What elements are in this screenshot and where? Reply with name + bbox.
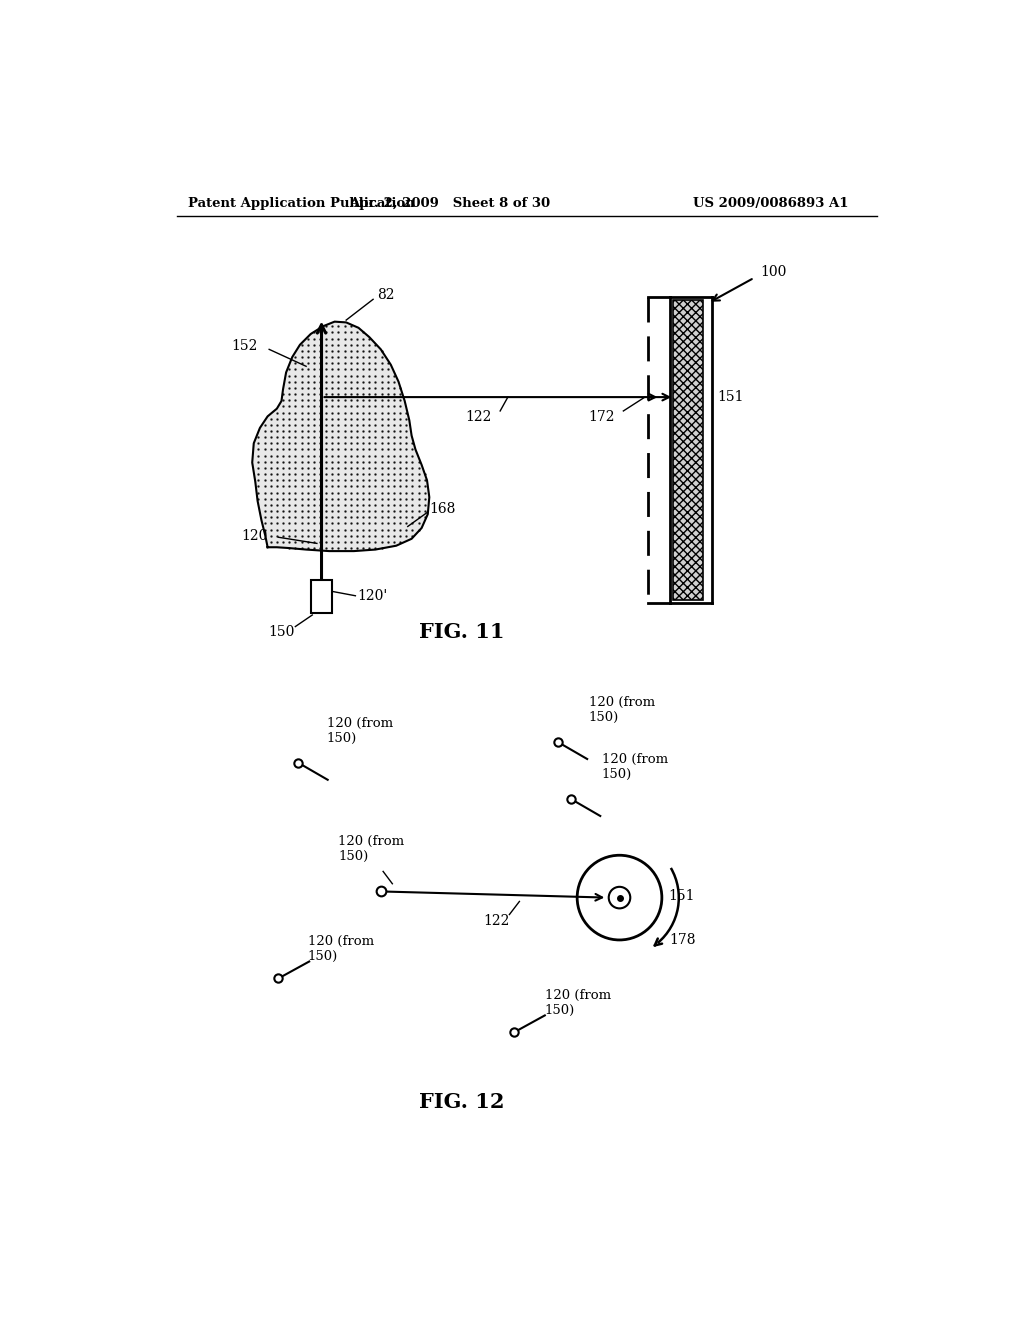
Polygon shape: [252, 322, 429, 552]
Text: 122: 122: [483, 913, 510, 928]
Text: 120 (from
150): 120 (from 150): [545, 989, 611, 1016]
Text: US 2009/0086893 A1: US 2009/0086893 A1: [692, 197, 848, 210]
Text: 82: 82: [377, 289, 394, 302]
Text: 172: 172: [589, 411, 615, 424]
Text: 122: 122: [466, 411, 492, 424]
Text: 150: 150: [268, 624, 295, 639]
Text: 120 (from
150): 120 (from 150): [589, 697, 654, 725]
Bar: [673, 300, 702, 601]
Text: 120: 120: [242, 529, 267, 543]
Text: FIG. 12: FIG. 12: [419, 1092, 505, 1111]
Text: Patent Application Publication: Patent Application Publication: [188, 197, 415, 210]
Text: 168: 168: [429, 502, 456, 516]
Text: 151: 151: [717, 391, 743, 404]
Text: Apr. 2, 2009   Sheet 8 of 30: Apr. 2, 2009 Sheet 8 of 30: [349, 197, 551, 210]
Text: 120 (from
150): 120 (from 150): [602, 752, 668, 780]
Text: 178: 178: [670, 933, 696, 946]
Text: FIG. 11: FIG. 11: [419, 622, 505, 642]
Text: 151: 151: [668, 890, 694, 903]
Text: 100: 100: [761, 265, 786, 280]
Text: 152: 152: [231, 338, 258, 352]
Bar: [310, 581, 333, 612]
Text: 120 (from
150): 120 (from 150): [307, 935, 374, 964]
Text: 120 (from
150): 120 (from 150): [339, 836, 404, 863]
Text: 120 (from
150): 120 (from 150): [327, 717, 393, 744]
Text: 120': 120': [357, 589, 388, 603]
